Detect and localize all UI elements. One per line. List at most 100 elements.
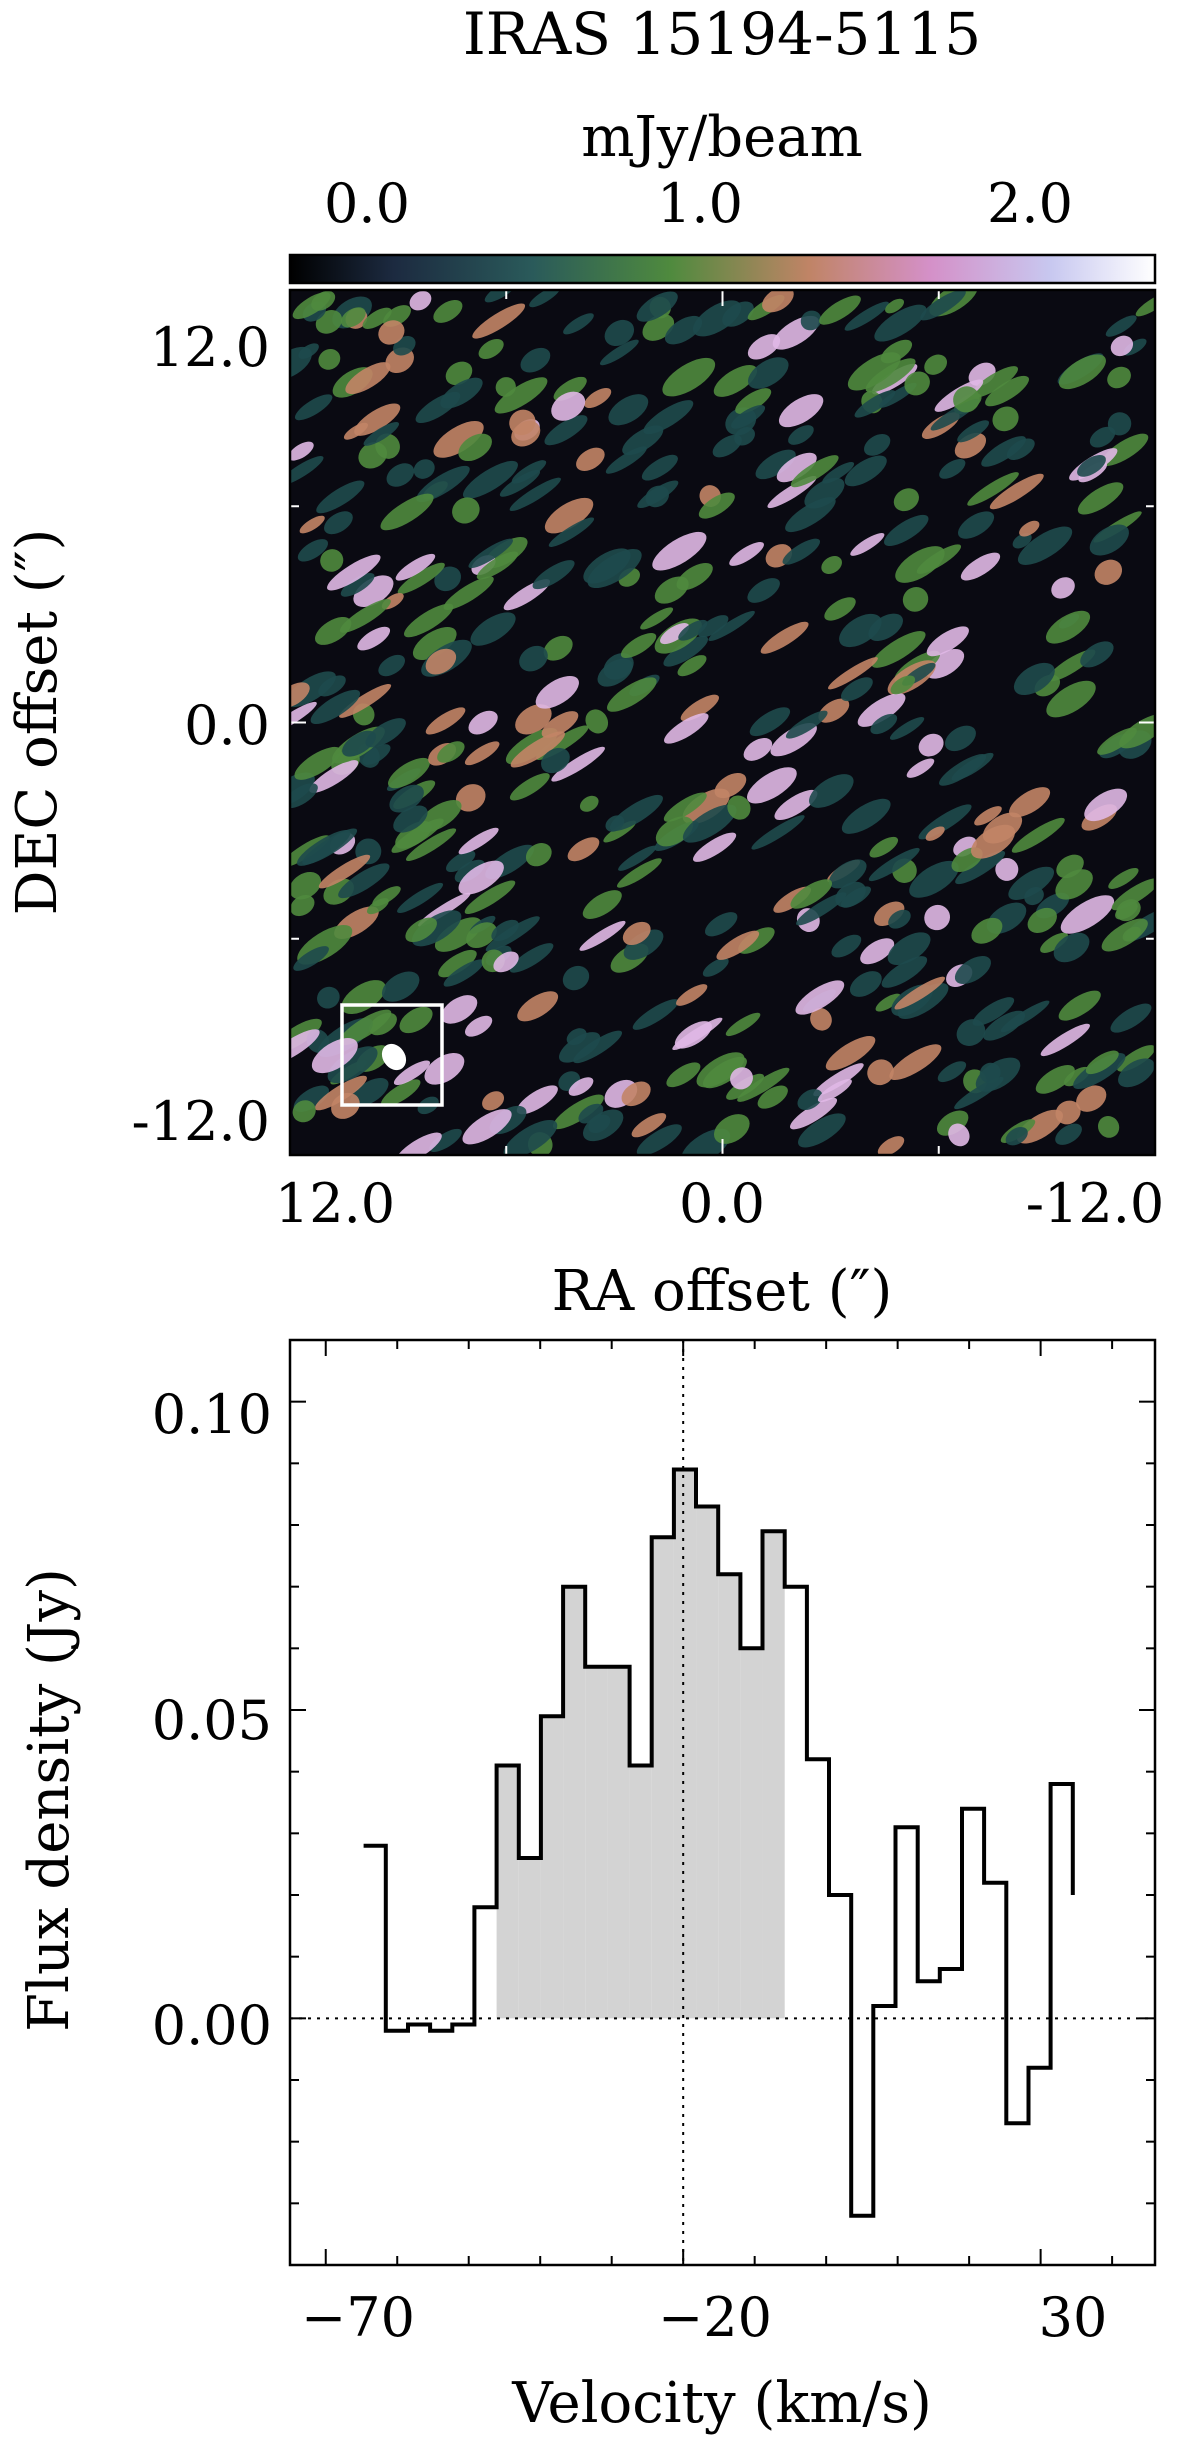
emission-streak (727, 795, 751, 820)
emission-streak (971, 366, 1019, 398)
emission-streak (944, 725, 976, 752)
emission-streak (622, 921, 651, 946)
spec-ylabel: Flux density (Jy) (17, 1568, 82, 2032)
emission-streak (953, 386, 980, 413)
emission-streak (662, 357, 716, 397)
emission-streak (747, 578, 780, 603)
emission-streak (870, 713, 898, 735)
emission-streak (676, 562, 713, 591)
emission-streak (293, 946, 329, 971)
emission-streak (757, 1085, 788, 1109)
map-ytick-label: 0.0 (184, 694, 270, 757)
emission-streak (877, 1136, 905, 1155)
emission-streak (1006, 438, 1035, 460)
emission-streak (800, 310, 822, 331)
emission-streak (666, 1062, 701, 1088)
emission-streak (790, 1097, 838, 1130)
emission-streak (443, 959, 485, 987)
emission-streak (381, 971, 420, 1002)
emission-streak (637, 480, 679, 509)
emission-streak (828, 657, 878, 690)
emission-streak (458, 860, 504, 895)
colorbar-tick-label: 0.0 (324, 172, 410, 235)
emission-streak (716, 930, 760, 960)
spectrum-ticks (290, 1340, 1155, 2265)
emission-streak (354, 403, 401, 436)
shaded-channel (718, 1574, 741, 2019)
emission-streak (608, 394, 649, 426)
emission-streak (340, 572, 375, 597)
emission-streak (778, 394, 824, 428)
emission-streak (713, 365, 758, 397)
emission-streak (992, 406, 1019, 432)
emission-streak (358, 442, 388, 469)
emission-streak (622, 425, 664, 456)
emission-streak (320, 549, 344, 572)
emission-streak (926, 626, 969, 657)
emission-streak (844, 455, 887, 487)
emission-streak (511, 420, 541, 447)
emission-streak (405, 828, 457, 862)
emission-streak (825, 1036, 876, 1071)
emission-streak (494, 377, 548, 414)
emission-streak (350, 1077, 389, 1107)
emission-streak (562, 965, 590, 991)
emission-streak (828, 859, 867, 889)
shaded-channel (518, 1858, 541, 2019)
emission-streak (797, 1089, 823, 1111)
emission-streak (327, 1046, 378, 1084)
emission-streak (895, 546, 945, 583)
emission-streak (785, 497, 836, 533)
emission-streak (920, 290, 966, 321)
emission-streak (1009, 787, 1051, 818)
emission-streak (660, 623, 690, 645)
emission-streak (790, 455, 839, 488)
emission-streak (730, 1067, 753, 1090)
emission-streak (725, 1012, 761, 1037)
emission-streak (774, 789, 818, 821)
emission-streak (417, 800, 462, 833)
emission-streak (737, 1067, 790, 1102)
emission-streak (1077, 482, 1124, 515)
emission-streak (954, 956, 992, 984)
emission-streak (1058, 990, 1101, 1021)
spectrum-step-line (363, 1467, 1075, 2218)
emission-streak (956, 1019, 986, 1046)
emission-streak (579, 795, 599, 812)
emission-streak (854, 390, 896, 418)
emission-streak (455, 784, 486, 812)
emission-streak (796, 892, 847, 926)
emission-streak (735, 388, 772, 414)
emission-streak (747, 767, 797, 804)
emission-streak (909, 860, 959, 898)
emission-streak (713, 1114, 750, 1144)
emission-streak (824, 597, 856, 621)
emission-streak (951, 752, 994, 781)
emission-streak (609, 794, 663, 832)
emission-streak (290, 872, 322, 900)
emission-streak (894, 976, 946, 1010)
emission-streak (682, 804, 737, 843)
emission-streak (924, 904, 951, 931)
emission-streak (438, 949, 477, 978)
emission-streak (389, 784, 424, 813)
emission-streak (620, 632, 657, 659)
emission-streak (760, 621, 809, 654)
emission-streak (1089, 524, 1129, 556)
beam-box (340, 1003, 444, 1107)
shaded-channel (585, 1666, 608, 2019)
emission-streak (294, 394, 333, 421)
emission-streak (393, 805, 428, 833)
emission-streak (532, 560, 575, 590)
emission-streak (1058, 354, 1106, 390)
emission-streak (785, 710, 828, 739)
emission-streak (678, 619, 708, 641)
emission-streak (989, 473, 1044, 510)
emission-streak (404, 603, 454, 638)
emission-streak (365, 718, 406, 748)
emission-streak (416, 465, 470, 503)
emission-streak (788, 425, 814, 445)
emission-streak (743, 738, 773, 761)
emission-streak (388, 757, 430, 789)
emission-streak (664, 315, 703, 345)
